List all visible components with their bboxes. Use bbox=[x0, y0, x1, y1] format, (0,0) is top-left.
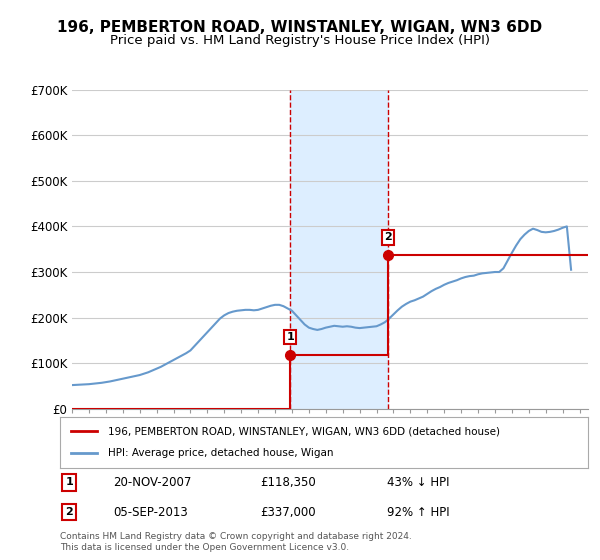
Text: 2: 2 bbox=[384, 232, 392, 242]
Text: 196, PEMBERTON ROAD, WINSTANLEY, WIGAN, WN3 6DD (detached house): 196, PEMBERTON ROAD, WINSTANLEY, WIGAN, … bbox=[107, 426, 500, 436]
Bar bbox=[290, 90, 388, 409]
Text: 20-NOV-2007: 20-NOV-2007 bbox=[113, 476, 191, 489]
Text: Contains HM Land Registry data © Crown copyright and database right 2024.
This d: Contains HM Land Registry data © Crown c… bbox=[60, 532, 412, 552]
Text: 43% ↓ HPI: 43% ↓ HPI bbox=[388, 476, 450, 489]
Text: 92% ↑ HPI: 92% ↑ HPI bbox=[388, 506, 450, 519]
Text: Price paid vs. HM Land Registry's House Price Index (HPI): Price paid vs. HM Land Registry's House … bbox=[110, 34, 490, 46]
Text: 1: 1 bbox=[65, 478, 73, 488]
Text: £337,000: £337,000 bbox=[260, 506, 316, 519]
Text: HPI: Average price, detached house, Wigan: HPI: Average price, detached house, Wiga… bbox=[107, 449, 333, 459]
Text: 196, PEMBERTON ROAD, WINSTANLEY, WIGAN, WN3 6DD: 196, PEMBERTON ROAD, WINSTANLEY, WIGAN, … bbox=[58, 20, 542, 35]
Text: 05-SEP-2013: 05-SEP-2013 bbox=[113, 506, 188, 519]
Text: £118,350: £118,350 bbox=[260, 476, 316, 489]
Text: 2: 2 bbox=[65, 507, 73, 517]
Text: 1: 1 bbox=[286, 332, 294, 342]
